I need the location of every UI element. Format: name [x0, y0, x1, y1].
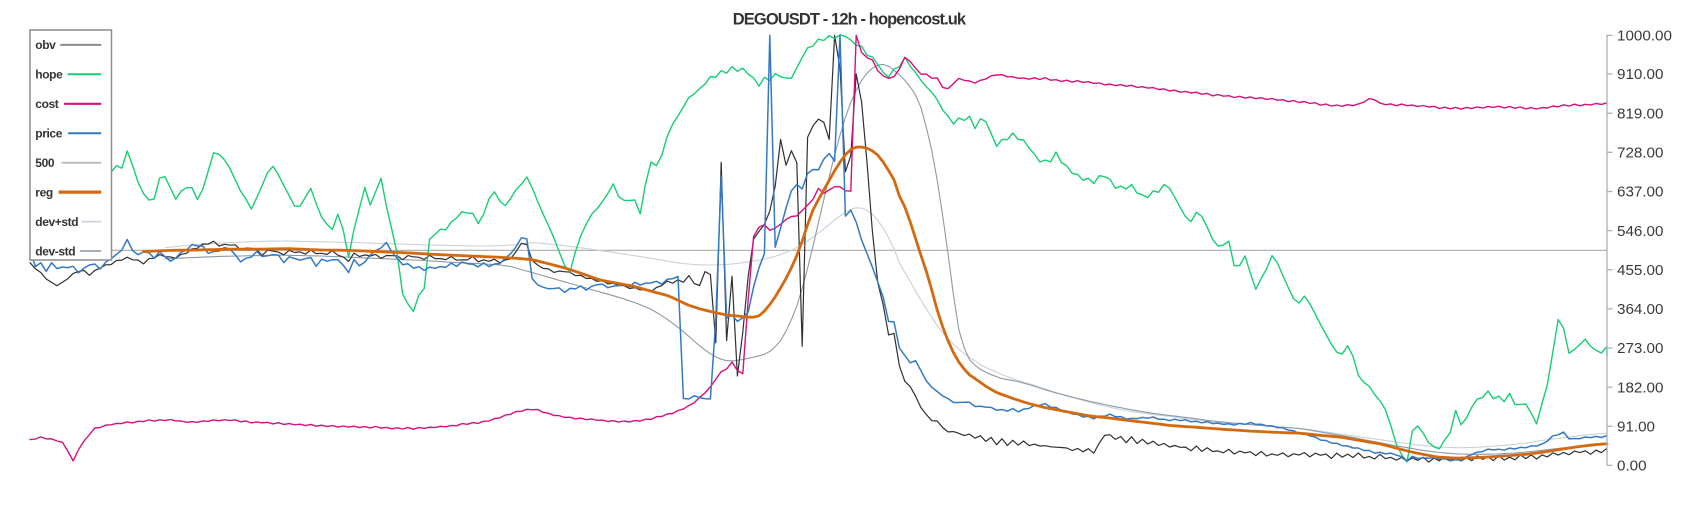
svg-text:637.00: 637.00: [1617, 184, 1663, 201]
svg-text:price: price: [35, 127, 62, 141]
svg-text:364.00: 364.00: [1617, 301, 1663, 318]
svg-text:obv: obv: [35, 38, 56, 52]
svg-text:reg: reg: [35, 185, 53, 199]
svg-text:728.00: 728.00: [1617, 145, 1663, 162]
svg-text:dev+std: dev+std: [35, 215, 78, 229]
svg-text:819.00: 819.00: [1617, 105, 1663, 122]
svg-text:455.00: 455.00: [1617, 262, 1663, 279]
svg-text:0.00: 0.00: [1617, 458, 1647, 475]
svg-text:273.00: 273.00: [1617, 340, 1663, 357]
svg-text:91.00: 91.00: [1617, 419, 1655, 436]
svg-text:dev-std: dev-std: [35, 244, 75, 258]
svg-text:cost: cost: [35, 97, 58, 111]
svg-text:DEGOUSDT - 12h - hopencost.uk: DEGOUSDT - 12h - hopencost.uk: [733, 11, 967, 29]
svg-text:546.00: 546.00: [1617, 223, 1663, 240]
svg-text:500: 500: [35, 156, 55, 170]
svg-text:182.00: 182.00: [1617, 379, 1663, 396]
svg-text:910.00: 910.00: [1617, 66, 1663, 83]
svg-text:1000.00: 1000.00: [1617, 28, 1672, 45]
svg-text:hope: hope: [35, 68, 63, 82]
